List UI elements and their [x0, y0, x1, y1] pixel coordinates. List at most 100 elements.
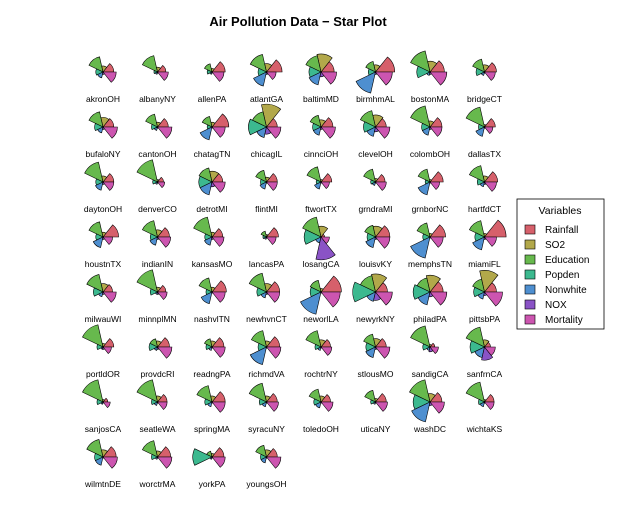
star-indianIN: indianIN — [141, 220, 173, 269]
city-label: bostonMA — [411, 94, 450, 104]
segment-nonwhite — [372, 401, 376, 405]
segment-mortality — [211, 236, 225, 247]
segment-mortality — [483, 236, 497, 247]
segment-so2 — [479, 270, 499, 293]
segment-nonwhite — [417, 181, 431, 196]
segment-mortality — [211, 126, 226, 138]
star-flintMI: flintMI — [255, 169, 278, 214]
stars-grid: akronOH albanyNY allenPA atlantGA baltimMD bi… — [82, 50, 507, 489]
star-syracuNY: syracuNY — [248, 382, 285, 434]
segment-popden — [422, 343, 431, 351]
segment-nonwhite — [249, 346, 267, 365]
segment-popden — [206, 69, 213, 75]
segment-nonwhite — [475, 126, 485, 137]
city-label: yorkPA — [199, 479, 226, 489]
segment-nonwhite — [300, 291, 322, 315]
segment-education — [468, 165, 485, 183]
star-richmdVA: richmdVA — [248, 330, 285, 379]
segment-mortality — [429, 401, 445, 414]
star-baltimMD: baltimMD — [303, 53, 339, 104]
segment-education — [136, 379, 158, 403]
segment-nonwhite — [97, 126, 104, 134]
star-denverCO: denverCO — [136, 159, 177, 214]
segment-mortality — [374, 401, 388, 412]
segment-popden — [95, 68, 104, 76]
city-label: albanyNY — [139, 94, 176, 104]
star-akronOH: akronOH — [86, 56, 120, 104]
segment-education — [305, 55, 322, 73]
segment-mortality — [374, 126, 391, 139]
star-rochtrNY: rochtrNY — [304, 330, 338, 379]
segment-mortality — [156, 401, 168, 410]
legend-swatch-nonwhite — [524, 284, 536, 295]
segment-nonwhite — [260, 291, 267, 299]
segment-popden — [314, 343, 322, 351]
segment-mortality — [429, 236, 444, 248]
city-label: philadPA — [413, 314, 447, 324]
city-label: uticaNY — [361, 424, 391, 434]
segment-education — [306, 166, 322, 183]
segment-nonwhite — [207, 401, 213, 408]
segment-nonwhite — [365, 346, 376, 358]
star-losangCA: losangCA — [302, 216, 340, 269]
segment-nonwhite — [417, 291, 431, 306]
segment-rainfall — [211, 113, 230, 128]
segment-nox — [315, 236, 336, 261]
segment-nonwhite — [410, 236, 431, 259]
city-label: worctrMA — [139, 479, 176, 489]
city-label: clevelOH — [358, 149, 392, 159]
star-birmhmAL: birmhmAL — [355, 56, 395, 104]
star-newyrkNY: newyrkNY — [352, 273, 395, 324]
segment-popden — [412, 284, 431, 300]
segment-education — [141, 220, 158, 238]
star-dallasTX: dallasTX — [465, 106, 501, 159]
segment-education — [82, 324, 104, 348]
city-label: cinnciOH — [304, 149, 338, 159]
segment-mortality — [102, 291, 117, 303]
segment-nonwhite — [199, 126, 213, 141]
segment-mortality — [156, 291, 168, 300]
city-label: milwauWI — [85, 314, 122, 324]
segment-mortality — [265, 291, 281, 303]
city-label: cantonOH — [138, 149, 176, 159]
segment-education — [136, 159, 158, 183]
segment-rainfall — [211, 280, 227, 293]
star-bufaloNY: bufaloNY — [86, 111, 121, 159]
city-label: readngPA — [193, 369, 231, 379]
segment-so2 — [371, 273, 388, 293]
city-label: wichtaKS — [466, 424, 503, 434]
legend-label-nonwhite: Nonwhite — [545, 285, 587, 296]
segment-rainfall — [374, 174, 386, 183]
star-ftwortTX: ftwortTX — [305, 166, 337, 214]
segment-education — [198, 277, 213, 293]
city-label: syracuNY — [248, 424, 285, 434]
segment-mortality — [211, 456, 226, 468]
segment-mortality — [265, 71, 277, 80]
segment-popden — [416, 65, 431, 79]
city-label: memphsTN — [408, 259, 452, 269]
city-label: indianIN — [142, 259, 173, 269]
segment-so2 — [425, 274, 441, 293]
segment-nonwhite — [200, 291, 213, 305]
segment-education — [249, 54, 267, 73]
segment-rainfall — [102, 338, 115, 348]
segment-education — [472, 278, 485, 293]
legend-swatch-popden — [524, 269, 536, 280]
star-toledoOH: toledoOH — [303, 388, 339, 434]
legend-label-rainfall: Rainfall — [545, 225, 578, 236]
segment-education — [410, 325, 431, 348]
segment-popden — [478, 398, 486, 406]
segment-education — [82, 379, 104, 403]
segment-popden — [370, 399, 377, 405]
segment-education — [201, 116, 213, 128]
segment-mortality — [320, 126, 336, 139]
star-newhvnCT: newhvnCT — [246, 272, 287, 324]
star-bridgeCT: bridgeCT — [467, 58, 502, 104]
segment-mortality — [156, 456, 173, 469]
segment-nonwhite — [308, 71, 322, 86]
segment-mortality — [320, 181, 330, 189]
segment-mortality — [483, 291, 503, 307]
segment-nonwhite — [366, 291, 376, 302]
segment-mortality — [156, 181, 166, 189]
star-sandigCA: sandigCA — [410, 325, 449, 379]
